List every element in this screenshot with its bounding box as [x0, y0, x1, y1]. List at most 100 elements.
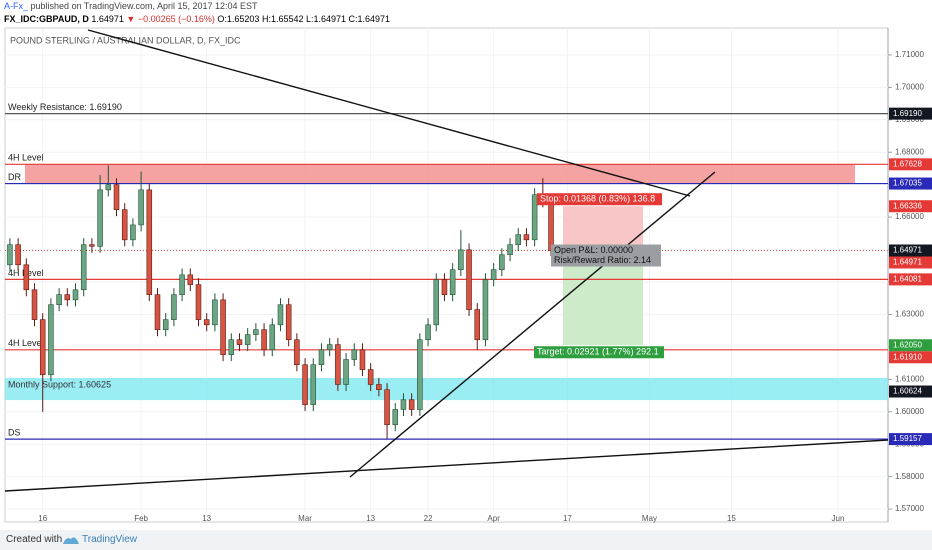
- candle-body: [31, 289, 38, 320]
- candle-body: [384, 389, 390, 426]
- y-tick-label: 1.71000: [895, 50, 924, 59]
- candle-body: [7, 244, 13, 266]
- y-tick-label: 1.61000: [895, 374, 924, 383]
- candle-body: [474, 309, 481, 341]
- zone-label: Monthly Support: 1.60625: [8, 379, 111, 389]
- candle-body: [15, 244, 21, 266]
- trend-line: [87, 29, 691, 197]
- trend-line: [349, 171, 716, 478]
- candle-body: [523, 234, 530, 241]
- candle-body: [515, 234, 521, 245]
- price-tag: [889, 107, 932, 120]
- candle-body: [48, 304, 54, 376]
- candle-body: [302, 364, 308, 405]
- price-tag-label: 1.64971: [893, 258, 922, 267]
- price-tag-label: 1.64971: [893, 246, 922, 255]
- candle-body: [130, 224, 136, 241]
- price-tag-label: 1.62050: [893, 340, 922, 349]
- level-label: DR: [8, 172, 21, 182]
- candle-body: [294, 339, 300, 366]
- y-tick-label: 1.63000: [895, 310, 924, 319]
- position-label-bg: [537, 193, 662, 206]
- candle-body: [318, 349, 325, 366]
- candle-body: [326, 344, 333, 351]
- symbol: FX_IDC:GBPAUD, D: [4, 14, 89, 24]
- candle-body: [64, 294, 71, 301]
- position-label: Stop: 0.01368 (0.83%) 136.8: [540, 194, 655, 204]
- position-label: Open P&L: 0.00000: [554, 245, 633, 255]
- candle-body: [171, 294, 177, 320]
- price-tag: [889, 385, 932, 398]
- zone: [5, 378, 888, 401]
- level-label: Weekly Resistance: 1.69190: [8, 102, 122, 112]
- header-line: A-Fx_ published on TradingView.com, Apri…: [4, 1, 258, 11]
- level-label: 4H Level: [8, 153, 44, 163]
- candle-body: [121, 209, 128, 241]
- price-tag-label: 1.66336: [893, 201, 922, 210]
- candle-body: [433, 279, 440, 326]
- price-tag: [889, 177, 932, 190]
- zone: [25, 164, 855, 184]
- price-tag-label: 1.69190: [893, 109, 922, 118]
- candle-body: [310, 364, 317, 405]
- y-tick-label: 1.58000: [895, 472, 924, 481]
- trend-line: [4, 439, 889, 492]
- y-tick-label: 1.68000: [895, 147, 924, 156]
- candle-body: [376, 384, 382, 391]
- x-tick-label: 15: [727, 514, 736, 523]
- candle-body: [56, 294, 62, 306]
- price-tag: [889, 339, 932, 352]
- candle-body: [187, 274, 194, 285]
- price-tag-label: 1.67628: [893, 159, 922, 168]
- brand[interactable]: TradingView: [82, 534, 138, 545]
- candle-body: [203, 319, 210, 326]
- candle-body: [105, 184, 112, 191]
- candle-body: [531, 194, 538, 241]
- ohlc: O:1.65203 H:1.65542 L:1.64971 C:1.64971: [217, 14, 391, 24]
- author[interactable]: A-Fx_: [4, 1, 29, 11]
- candle-body: [72, 289, 79, 301]
- candle-body: [228, 339, 235, 355]
- position-label: Risk/Reward Ratio: 2.14: [554, 255, 651, 265]
- price-tag: [889, 351, 932, 364]
- price-tag: [889, 158, 932, 171]
- stop-zone: [563, 206, 643, 251]
- x-tick-label: 13: [366, 514, 375, 523]
- y-tick-label: 1.57000: [895, 504, 924, 513]
- candle-body: [179, 274, 185, 295]
- candle-body: [39, 319, 46, 376]
- candle-body: [458, 249, 464, 270]
- candle-body: [400, 399, 407, 410]
- x-tick-label: Feb: [134, 514, 148, 523]
- candle-body: [23, 264, 30, 291]
- x-tick-label: 22: [424, 514, 433, 523]
- logo: [63, 537, 79, 544]
- x-tick-label: 13: [202, 514, 211, 523]
- candle-body: [277, 304, 284, 326]
- candle-body: [425, 324, 431, 341]
- position-label-bg: [551, 244, 661, 257]
- position-label-bg: [534, 346, 664, 359]
- price-tag-label: 1.67035: [893, 179, 922, 188]
- candle-body: [162, 319, 169, 330]
- candle-body: [212, 299, 218, 326]
- candle-body: [359, 349, 366, 370]
- price-tag-label: 1.61910: [893, 352, 922, 361]
- candle-body: [138, 189, 144, 226]
- x-tick-label: 16: [38, 514, 47, 523]
- y-tick-label: 1.66000: [895, 212, 924, 221]
- candle-body: [253, 329, 259, 335]
- x-tick-label: 17: [563, 514, 572, 523]
- change: ▼ −0.00265 (−0.16%): [126, 14, 215, 24]
- candle-body: [351, 349, 358, 360]
- price-tag-label: 1.59157: [893, 434, 922, 443]
- price-tag: [889, 256, 932, 269]
- published: published on TradingView.com, April 15, …: [30, 1, 258, 11]
- footer: Created with TradingView: [0, 530, 932, 550]
- candle-body: [244, 334, 251, 345]
- candle-body: [236, 339, 243, 345]
- x-tick-label: May: [642, 514, 657, 523]
- candle-body: [490, 269, 497, 281]
- level-label: 4H Level: [8, 338, 44, 348]
